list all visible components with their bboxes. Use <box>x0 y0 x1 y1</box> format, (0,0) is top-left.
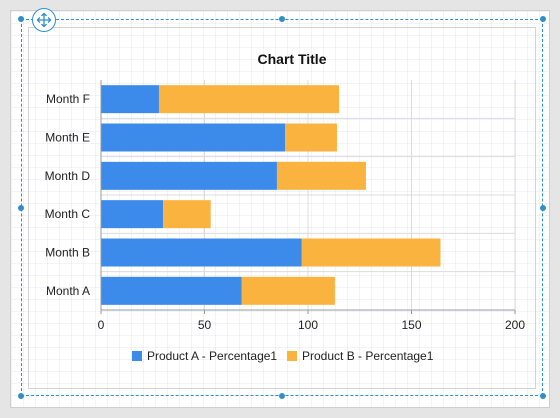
chart-bars <box>101 85 441 305</box>
legend-swatch <box>287 351 297 361</box>
legend-label: Product B - Percentage1 <box>302 349 434 363</box>
x-axis-tick-label: 50 <box>198 318 212 332</box>
page-margin-guide <box>28 27 536 389</box>
chart-axes: 0 50 100 150 200 Month A Month B Month C Month D… <box>45 80 525 332</box>
x-axis-tick-label: 0 <box>98 318 105 332</box>
resize-handle-top-right[interactable] <box>540 16 546 22</box>
bar-product-a-month-d[interactable] <box>101 161 277 190</box>
y-axis-category-label: Month A <box>46 284 90 298</box>
bar-product-b-month-d[interactable] <box>276 161 366 190</box>
bar-product-a-month-f[interactable] <box>101 85 159 114</box>
y-axis-category-label: Month F <box>46 92 90 106</box>
resize-handle-bottom-left[interactable] <box>18 393 24 399</box>
y-axis-category-label: Month E <box>45 131 90 145</box>
move-arrows-icon <box>36 12 52 28</box>
resize-handle-top-left[interactable] <box>18 16 24 22</box>
bar-product-b-month-b[interactable] <box>301 238 441 267</box>
resize-handle-middle-right[interactable] <box>540 205 546 211</box>
bar-product-b-month-c[interactable] <box>163 200 211 229</box>
bar-product-a-month-c[interactable] <box>101 200 164 229</box>
y-axis-category-label: Month D <box>45 169 91 183</box>
bar-product-a-month-b[interactable] <box>101 238 302 267</box>
resize-handle-top-center[interactable] <box>279 16 285 22</box>
move-handle[interactable] <box>32 8 56 32</box>
y-axis-category-label: Month B <box>45 246 90 260</box>
chart-legend: Product A - Percentage1 Product B - Perce… <box>132 349 434 363</box>
resize-handle-bottom-right[interactable] <box>540 393 546 399</box>
x-axis-tick-label: 150 <box>401 318 421 332</box>
report-page <box>10 10 550 408</box>
bar-product-a-month-e[interactable] <box>101 123 286 152</box>
legend-swatch <box>132 351 142 361</box>
bar-product-a-month-a[interactable] <box>101 276 242 305</box>
chart-title: Chart Title <box>258 51 327 67</box>
chart-gridlines <box>101 80 516 310</box>
x-axis-tick-label: 100 <box>298 318 318 332</box>
resize-handle-middle-left[interactable] <box>18 205 24 211</box>
bar-product-b-month-e[interactable] <box>285 123 337 152</box>
legend-label: Product A - Percentage1 <box>147 349 277 363</box>
bar-product-b-month-a[interactable] <box>241 276 335 305</box>
y-axis-category-label: Month C <box>45 207 91 221</box>
x-axis-tick-label: 200 <box>505 318 525 332</box>
resize-handle-bottom-center[interactable] <box>279 393 285 399</box>
bar-product-b-month-f[interactable] <box>158 85 340 114</box>
